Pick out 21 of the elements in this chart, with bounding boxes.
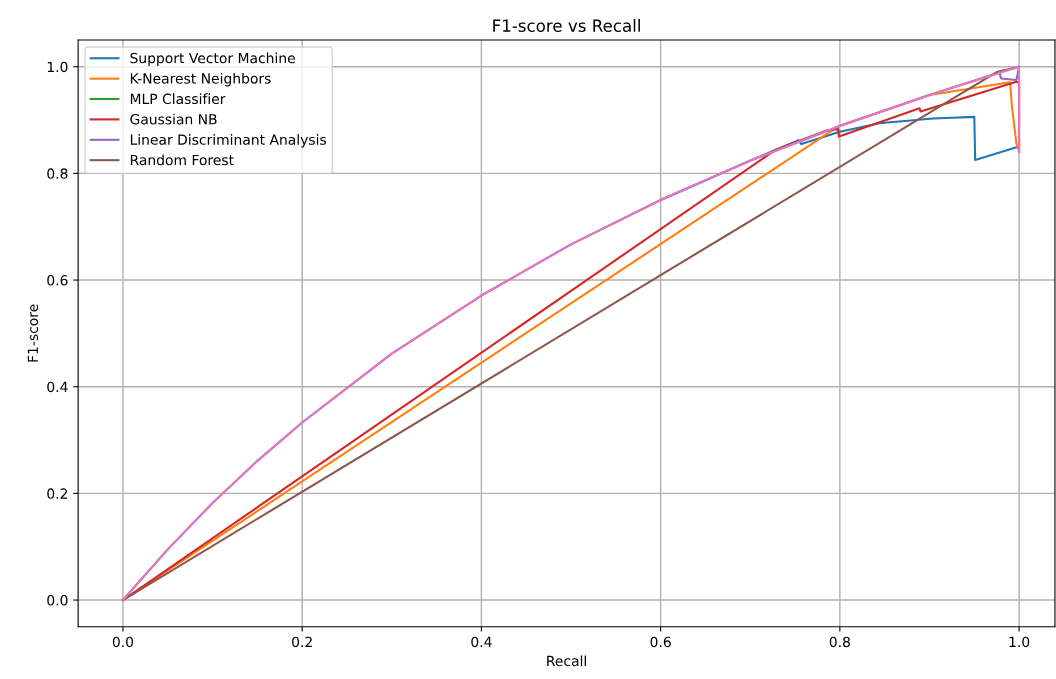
y-tick-label: 1.0 — [47, 61, 68, 73]
y-tick-label: 0.4 — [47, 381, 68, 393]
y-tick-label: 0.6 — [47, 275, 68, 286]
y-tick-label: 0.2 — [47, 488, 68, 499]
legend-label: K-Nearest Neighbors — [130, 72, 271, 87]
legend-label: Support Vector Machine — [130, 52, 295, 66]
legend-label: Random Forest — [130, 154, 234, 166]
x-axis-title: Recall — [547, 655, 586, 667]
legend-label: Gaussian NB — [130, 113, 217, 125]
y-axis-title: F1-score — [27, 304, 39, 362]
x-tick-label: 0.2 — [292, 636, 312, 648]
x-tick-label: 1.0 — [1009, 636, 1030, 648]
y-tick-label: 0.0 — [47, 595, 68, 606]
legend-label: Linear Discriminant Analysis — [130, 134, 327, 148]
y-tick-label: 0.8 — [47, 168, 68, 179]
x-tick-label: 0.6 — [650, 636, 671, 648]
chart-title: F1-score vs Recall — [493, 19, 640, 32]
x-tick-label: 0.4 — [471, 636, 492, 648]
legend-label: MLP Classifier — [130, 93, 226, 105]
x-tick-label: 0.0 — [112, 636, 134, 648]
x-tick-label: 0.8 — [829, 636, 850, 648]
